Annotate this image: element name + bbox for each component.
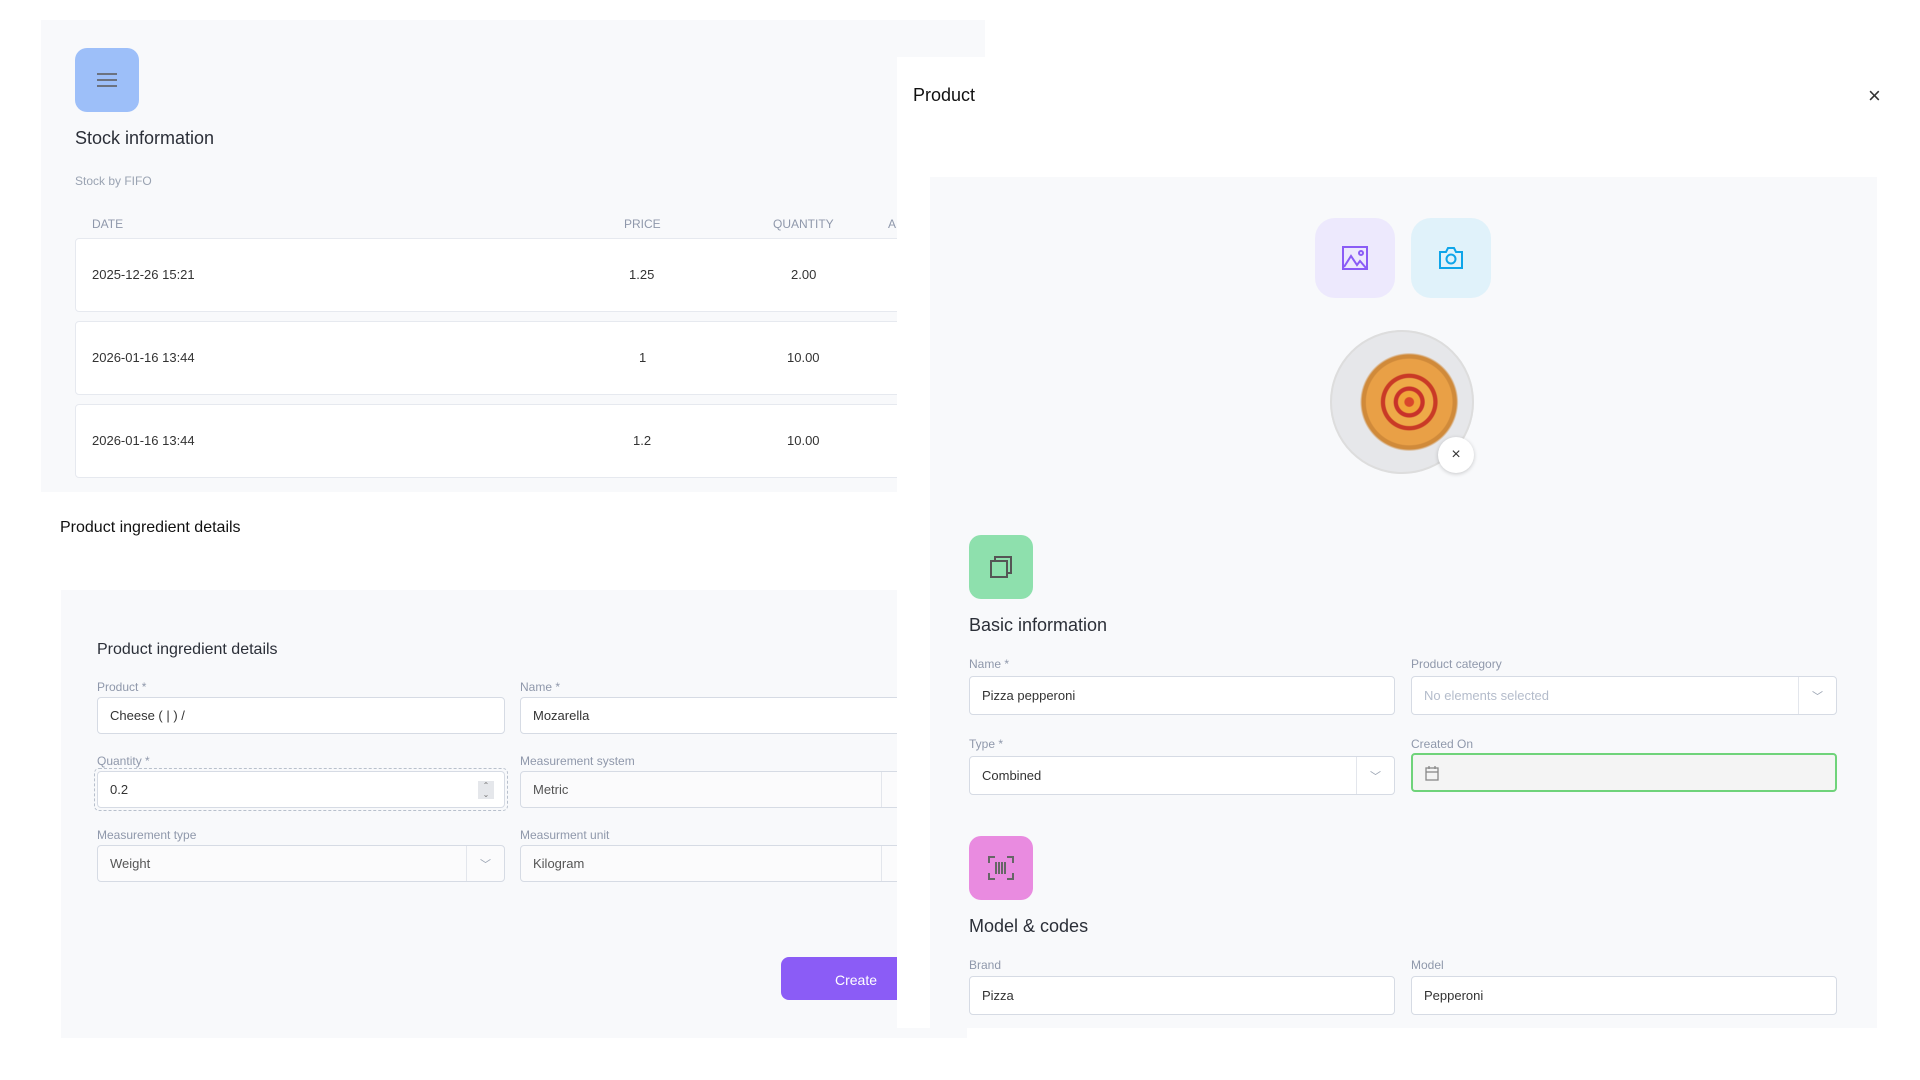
product-label: Product * [97, 680, 147, 694]
row-quantity: 10.00 [787, 350, 820, 365]
table-row[interactable]: 2026-01-16 13:44 1 10.00 [75, 321, 975, 395]
chevron-down-icon: ﹀ [1798, 677, 1836, 714]
drawer-content [930, 177, 1877, 1028]
close-icon: × [1451, 446, 1461, 463]
ingredient-form-heading: Product ingredient details [97, 641, 278, 658]
quantity-stepper[interactable]: 0.2 ⌃ ⌄ [97, 771, 505, 808]
barcode-scan-icon [988, 856, 1014, 880]
brand-label: Brand [969, 958, 1002, 972]
gallery-button[interactable] [1315, 218, 1395, 298]
copy-icon [990, 556, 1012, 578]
row-date: 2026-01-16 13:44 [92, 350, 195, 365]
table-row[interactable]: 2026-01-16 13:44 1.2 10.00 [75, 404, 975, 478]
category-label: Product category [1411, 657, 1502, 671]
chevron-down-icon: ﹀ [1356, 757, 1394, 794]
measurement-type-value: Weight [110, 856, 151, 871]
measurement-system-value: Metric [533, 782, 569, 797]
brand-input[interactable]: Pizza [969, 976, 1395, 1015]
calendar-icon [1425, 765, 1439, 781]
type-label: Type * [969, 737, 1004, 751]
col-quantity: QUANTITY [773, 217, 834, 231]
product-name-input[interactable]: Pizza pepperoni [969, 676, 1395, 715]
row-price: 1.25 [629, 267, 655, 282]
chevron-down-icon: ﹀ [466, 846, 504, 881]
stock-subtitle: Stock by FIFO [75, 174, 152, 188]
camera-icon [1439, 247, 1463, 269]
chevron-down-icon [881, 846, 919, 881]
name-label: Name * [520, 680, 561, 694]
measurement-type-select[interactable]: Weight ﹀ [97, 845, 505, 882]
col-actions: A [888, 217, 897, 231]
type-value: Combined [982, 768, 1042, 783]
close-icon[interactable]: × [1868, 83, 1881, 108]
row-quantity: 2.00 [791, 267, 817, 282]
remove-image-button[interactable]: × [1438, 437, 1474, 473]
ingredient-page-heading: Product ingredient details [60, 519, 241, 536]
type-select[interactable]: Combined ﹀ [969, 756, 1395, 795]
row-price: 1.2 [633, 433, 652, 448]
created-on-date-picker[interactable] [1411, 753, 1837, 792]
model-input[interactable]: Pepperoni [1411, 976, 1837, 1015]
basic-info-title: Basic information [969, 615, 1108, 635]
measurement-system-select[interactable]: Metric [520, 771, 940, 808]
basic-info-icon-box [969, 535, 1033, 599]
image-icon [1342, 246, 1368, 270]
chevron-down-icon [881, 772, 919, 807]
measurement-unit-select[interactable]: Kilogram [520, 845, 940, 882]
camera-button[interactable] [1411, 218, 1491, 298]
row-date: 2026-01-16 13:44 [92, 433, 195, 448]
measurement-system-label: Measurement system [520, 754, 635, 768]
drawer-title: Product [913, 85, 976, 105]
quantity-label: Quantity * [97, 754, 150, 768]
row-price: 1 [639, 350, 647, 365]
product-input[interactable]: Cheese ( | ) / [97, 697, 505, 734]
quantity-focus-outline [94, 768, 508, 811]
menu-icon [97, 73, 117, 87]
menu-icon-box [75, 48, 139, 112]
name-label: Name * [969, 657, 1010, 671]
measurement-unit-label: Measurment unit [520, 828, 610, 842]
measurement-unit-value: Kilogram [533, 856, 585, 871]
category-placeholder: No elements selected [1424, 688, 1550, 703]
create-label: Create [835, 972, 878, 988]
name-input[interactable]: Mozarella [520, 697, 940, 734]
created-on-label: Created On [1411, 737, 1474, 751]
col-price: PRICE [624, 217, 661, 231]
stepper-arrows-icon[interactable]: ⌃ ⌄ [478, 781, 494, 799]
quantity-value: 0.2 [110, 782, 129, 797]
row-date: 2025-12-26 15:21 [92, 267, 195, 282]
model-label: Model [1411, 958, 1444, 972]
measurement-type-label: Measurement type [97, 828, 197, 842]
model-codes-title: Model & codes [969, 916, 1089, 936]
model-icon-box [969, 836, 1033, 900]
col-date: DATE [92, 217, 124, 231]
category-select[interactable]: No elements selected ﹀ [1411, 676, 1837, 715]
table-row[interactable]: 2025-12-26 15:21 1.25 2.00 [75, 238, 975, 312]
stock-title: Stock information [75, 128, 215, 148]
row-quantity: 10.00 [787, 433, 820, 448]
